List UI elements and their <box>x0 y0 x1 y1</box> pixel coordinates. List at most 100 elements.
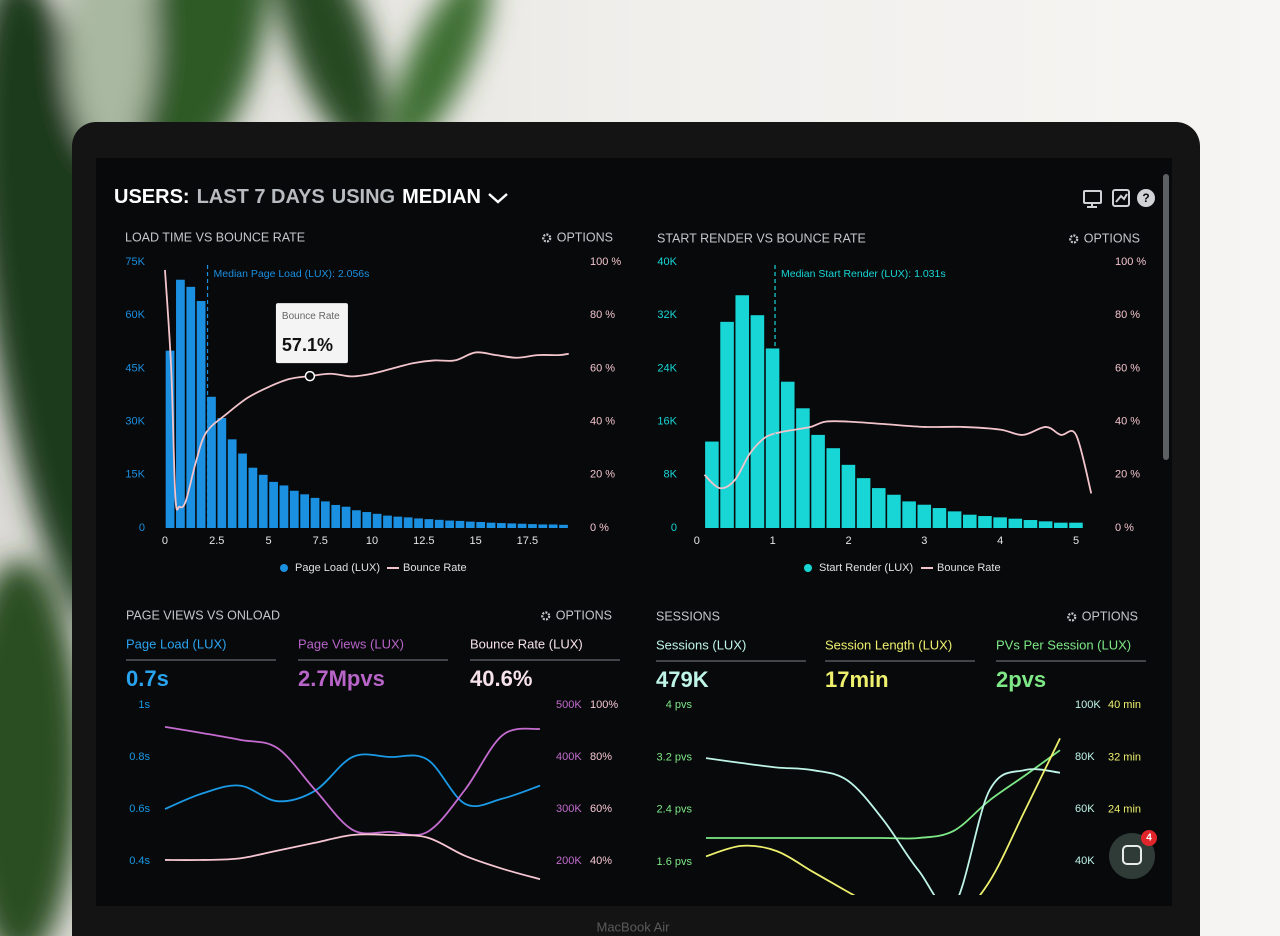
bar <box>186 286 196 528</box>
bar <box>320 501 330 528</box>
y2-tick-label: 60 % <box>1115 362 1140 374</box>
stat-label: Session Length (LUX) <box>825 637 952 652</box>
panel: PAGE VIEWS VS ONLOAD OPTIONS Page Load (LU… <box>126 608 620 881</box>
dashboard-title[interactable]: USERS: LAST 7 DAYS USING MEDIAN <box>114 186 481 208</box>
stat-label: Page Load (LUX) <box>126 636 226 651</box>
toolbar-icons: ? <box>1083 189 1155 208</box>
legend-entry[interactable]: Bounce Rate <box>937 562 1001 574</box>
y-tick-label: 3.2 pvs <box>657 751 693 763</box>
bar <box>455 520 465 528</box>
median-label: Median Start Render (LUX): 1.031s <box>781 268 946 280</box>
y-tick-label: 24K <box>657 362 677 374</box>
panel-title: LOAD TIME VS BOUNCE RATE <box>125 230 305 244</box>
monitor-icon[interactable] <box>1083 190 1102 208</box>
y-tick-label: 15K <box>125 469 145 481</box>
bar <box>372 513 382 528</box>
y2-tick-label: 100K <box>1075 699 1101 711</box>
bar <box>559 524 568 528</box>
y3-tick-label: 32 min <box>1108 751 1141 763</box>
y3-tick-label: 40% <box>590 855 612 867</box>
bar <box>310 497 320 528</box>
bar <box>841 464 856 528</box>
y-tick-label: 8K <box>664 469 678 481</box>
bar <box>902 501 916 528</box>
bar <box>289 490 299 528</box>
bar <box>352 510 361 528</box>
bar <box>978 516 992 528</box>
bar <box>1038 521 1053 528</box>
bar <box>476 521 486 528</box>
panel-title: PAGE VIEWS VS ONLOAD <box>126 608 280 622</box>
stat-label: Page Views (LUX) <box>298 636 404 651</box>
bar <box>403 517 413 528</box>
dropdown-chevron[interactable] <box>488 193 508 204</box>
bar <box>796 408 810 528</box>
scrollbar[interactable] <box>1163 174 1169 460</box>
x-tick-label: 2 <box>845 535 851 547</box>
options-button[interactable]: OPTIONS <box>557 230 613 244</box>
y-tick-label: 75K <box>125 256 145 268</box>
x-tick-label: 0 <box>694 535 700 547</box>
chart-icon[interactable] <box>1112 189 1130 207</box>
x-tick-label: 5 <box>265 535 271 547</box>
y-tick-label: 40K <box>657 256 677 268</box>
bar <box>362 512 372 528</box>
chat-badge-count: 4 <box>1146 833 1152 844</box>
options-button[interactable]: OPTIONS <box>1082 609 1138 623</box>
y2-tick-label: 20 % <box>1115 469 1140 481</box>
y2-tick-label: 300K <box>556 803 582 815</box>
chat-widget[interactable]: 4 <box>1109 830 1157 879</box>
y3-tick-label: 100% <box>590 699 618 711</box>
bar <box>1069 522 1083 528</box>
bar <box>497 523 506 528</box>
bar <box>993 517 1007 528</box>
y-tick-label: 32K <box>657 309 677 321</box>
bar <box>207 396 216 528</box>
y2-tick-label: 100 % <box>1115 256 1146 268</box>
options-button[interactable]: OPTIONS <box>1084 231 1140 245</box>
bar <box>735 295 750 528</box>
gear-icon <box>542 233 552 243</box>
legend-entry[interactable]: Bounce Rate <box>403 562 467 574</box>
device-label: MacBook Air <box>597 919 671 934</box>
plot-area <box>703 295 1093 528</box>
y-tick-label: 1s <box>138 699 150 711</box>
y-tick-label: 2.4 pvs <box>657 804 693 816</box>
line <box>703 420 1093 494</box>
legend-entry[interactable]: Page Load (LUX) <box>295 562 380 574</box>
screen <box>96 158 1172 906</box>
y-tick-label: 60K <box>125 309 145 321</box>
help-icon[interactable]: ? <box>1137 189 1155 207</box>
y-tick-label: 0.6s <box>129 803 150 815</box>
bar <box>424 519 434 528</box>
y2-tick-label: 80 % <box>1115 309 1140 321</box>
y-tick-label: 45K <box>125 362 145 374</box>
legend-swatch <box>280 564 288 572</box>
stat-value: 17min <box>825 667 889 692</box>
plot-area <box>164 269 569 528</box>
y-tick-label: 0.8s <box>129 751 150 763</box>
bar <box>331 504 341 528</box>
gear-icon <box>1069 234 1079 244</box>
bar <box>486 522 496 528</box>
chat-button[interactable] <box>1109 833 1155 879</box>
bar <box>548 524 558 528</box>
legend-entry[interactable]: Start Render (LUX) <box>819 562 913 574</box>
bar <box>780 381 795 528</box>
bar <box>947 511 962 528</box>
x-tick-label: 7.5 <box>313 535 328 547</box>
chat-icon <box>1122 845 1142 865</box>
bar <box>1008 518 1023 528</box>
y2-tick-label: 200K <box>556 855 582 867</box>
bar <box>300 494 310 528</box>
options-button[interactable]: OPTIONS <box>556 608 612 622</box>
bar <box>962 514 977 528</box>
bar <box>269 481 278 528</box>
bar <box>765 348 780 528</box>
y2-tick-label: 400K <box>556 751 582 763</box>
y-tick-label: 0 <box>671 522 677 534</box>
title-part: USING <box>332 186 395 208</box>
bar <box>258 474 268 528</box>
y2-tick-label: 500K <box>556 699 582 711</box>
